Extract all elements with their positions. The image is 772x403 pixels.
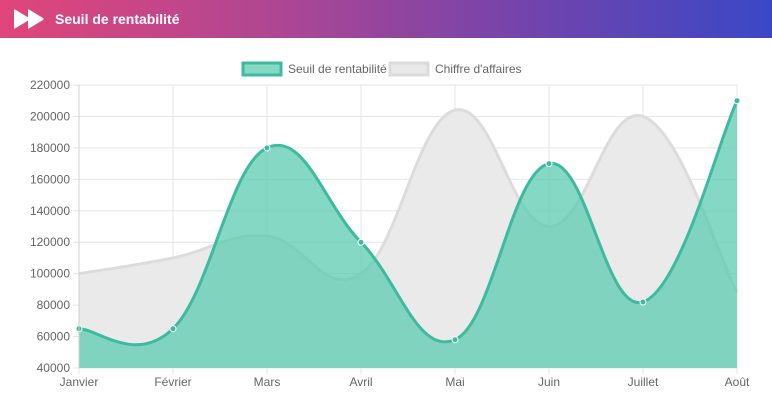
data-point[interactable]: [357, 238, 365, 246]
y-tick-label: 60000: [37, 330, 71, 344]
x-tick-label: Juin: [538, 375, 560, 389]
y-tick-label: 140000: [30, 204, 70, 218]
chart-area: 220000 200000 180000 160000 140000 120000 1000…: [0, 38, 772, 403]
legend-swatch[interactable]: [241, 61, 283, 77]
legend-label[interactable]: Seuil de rentabilité: [288, 62, 387, 76]
data-point[interactable]: [639, 298, 647, 306]
data-point[interactable]: [169, 325, 177, 333]
card-header: Seuil de rentabilité: [0, 0, 772, 38]
x-tick-label: Avril: [349, 375, 372, 389]
double-play-logo-icon: [12, 9, 46, 29]
y-tick-label: 40000: [37, 361, 71, 375]
data-point[interactable]: [451, 336, 459, 344]
data-point[interactable]: [263, 144, 271, 152]
x-tick-label: Mars: [254, 375, 281, 389]
x-tick-label: Mai: [445, 375, 464, 389]
y-tick-label: 80000: [37, 298, 71, 312]
y-tick-label: 220000: [30, 78, 70, 92]
x-tick-label: Juillet: [628, 375, 659, 389]
y-tick-label: 160000: [30, 172, 70, 186]
y-tick-label: 100000: [30, 267, 70, 281]
x-tick-label: Août: [725, 375, 750, 389]
x-tick-label: Février: [154, 375, 191, 389]
y-tick-label: 180000: [30, 141, 70, 155]
x-tick-label: Janvier: [60, 375, 99, 389]
legend-label[interactable]: Chiffre d'affaires: [435, 62, 522, 76]
card-title: Seuil de rentabilité: [55, 11, 180, 27]
series-area-0: [79, 100, 737, 368]
data-point[interactable]: [733, 97, 741, 105]
data-point[interactable]: [545, 160, 553, 168]
legend-swatch[interactable]: [388, 61, 430, 77]
y-tick-label: 120000: [30, 235, 70, 249]
breakeven-chart: 220000 200000 180000 160000 140000 120000 1000…: [30, 61, 750, 389]
y-tick-label: 200000: [30, 109, 70, 123]
